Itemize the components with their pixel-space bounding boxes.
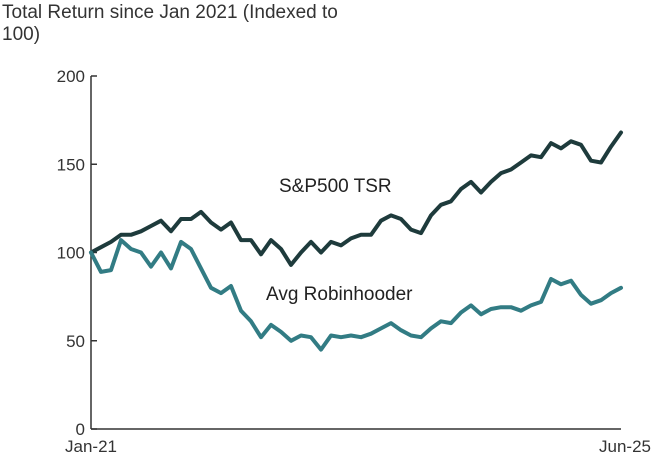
x-tick-label: Jun-25 bbox=[599, 437, 651, 455]
series-label-robinhooder: Avg Robinhooder bbox=[266, 284, 413, 305]
y-tick-label: 50 bbox=[66, 332, 85, 351]
series-line-robinhooder bbox=[89, 238, 623, 352]
y-tick-label: 100 bbox=[57, 244, 85, 263]
series-label-sp500: S&P500 TSR bbox=[279, 176, 392, 197]
y-tick-label: 0 bbox=[76, 420, 85, 439]
y-tick-label: 200 bbox=[57, 67, 85, 86]
labels-layer: S&P500 TSR Avg Robinhooder bbox=[266, 176, 413, 305]
x-tick-label: Jan-21 bbox=[65, 437, 117, 455]
y-tick-label: 150 bbox=[57, 155, 85, 174]
axes: 0 50 100 150 200 Jan-21 Jun-25 bbox=[57, 67, 651, 455]
chart-title: Total Return since Jan 2021 (Indexed to … bbox=[2, 2, 338, 45]
series-layer bbox=[89, 130, 623, 352]
series-line-sp500 bbox=[89, 130, 623, 267]
